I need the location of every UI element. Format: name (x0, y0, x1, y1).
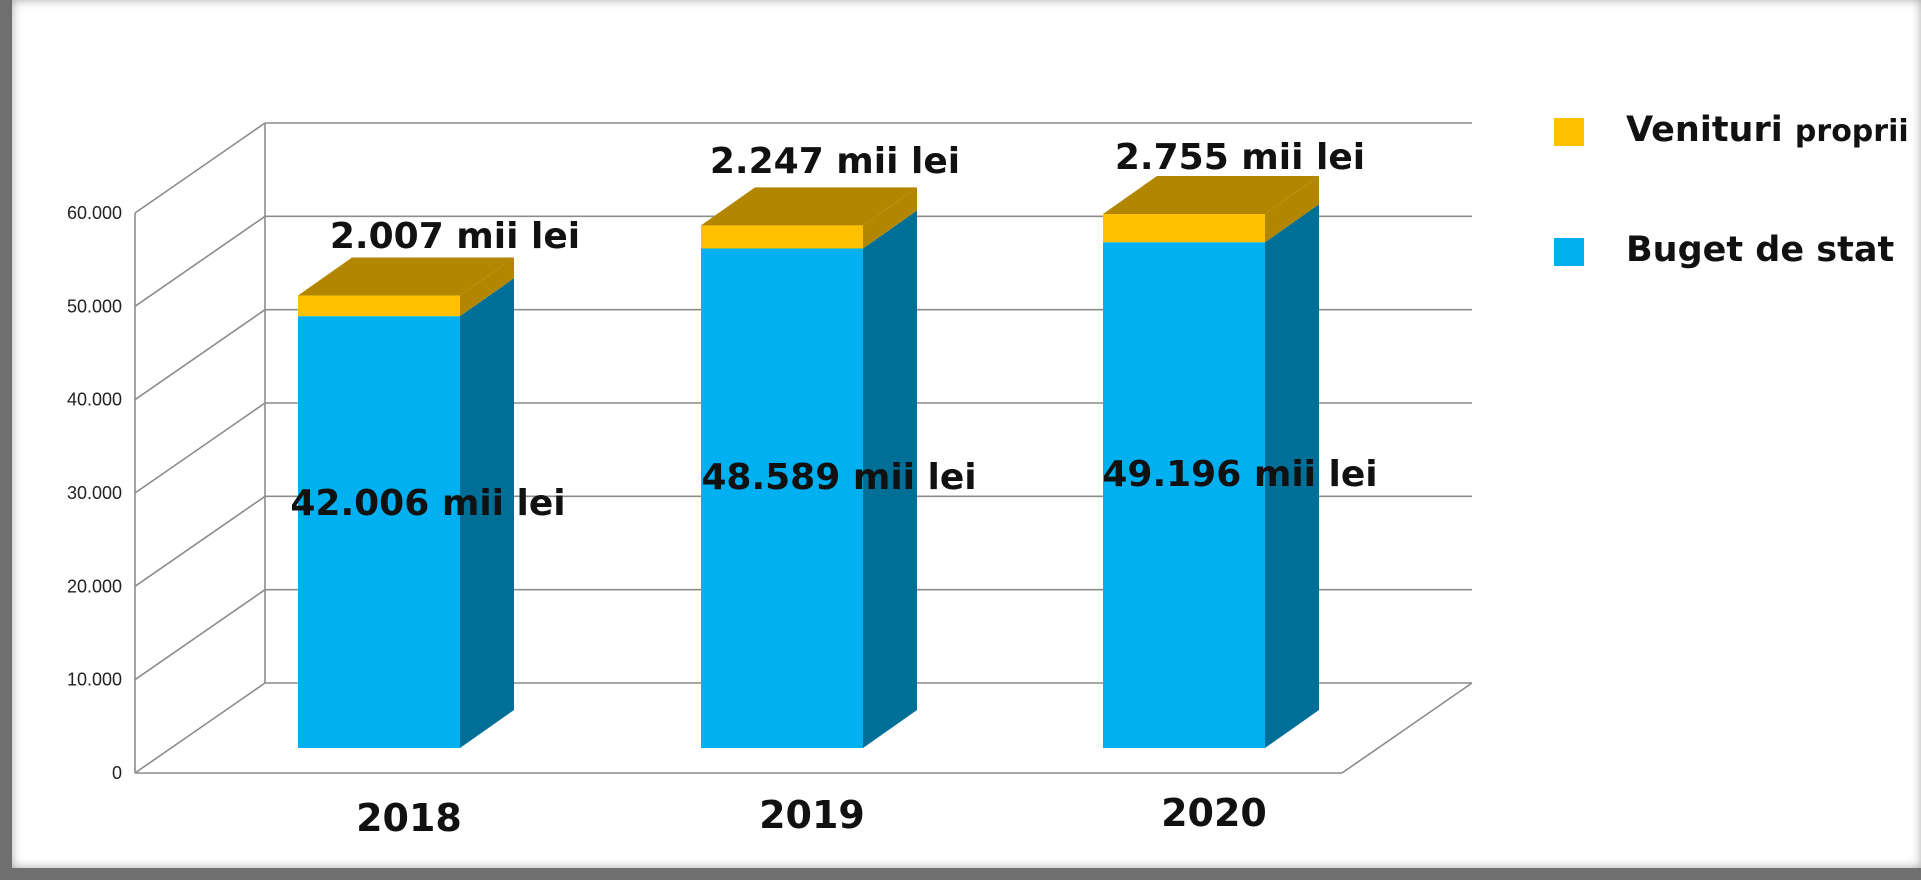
data-label: 48.589 mii lei (701, 457, 976, 498)
floor-edge (1341, 682, 1473, 774)
depth-gridline (134, 122, 266, 214)
depth-gridline (134, 402, 266, 494)
legend-label: Venituri proprii (1626, 110, 1909, 150)
y-tick-label: 10.000 (67, 670, 122, 690)
bar-segment-2018 (298, 316, 460, 748)
bar-chart: 0 10.000 20.000 30.000 40.000 50.000 60.000 42.… (67, 122, 1473, 840)
bar-top-2020 (1103, 175, 1319, 214)
data-label: 2.007 mii lei (330, 216, 580, 257)
bar-side-2018 (460, 257, 514, 317)
bar-top-2019 (701, 187, 917, 226)
y-tick-label: 50.000 (67, 296, 122, 316)
bar-side-2020 (1265, 204, 1319, 748)
bar-side-2020 (1265, 175, 1319, 243)
legend-item: Buget de stat (1554, 230, 1921, 300)
legend-label-main: Venituri (1626, 110, 1783, 150)
depth-gridline (134, 309, 266, 401)
bar-side-2019 (863, 210, 917, 749)
x-tick-label: 2019 (759, 793, 865, 837)
y-tick-label: 0 (112, 763, 122, 783)
data-label: 2.247 mii lei (710, 141, 960, 182)
data-label: 42.006 mii lei (290, 483, 565, 524)
depth-gridline (134, 495, 266, 587)
legend-item: Venituri proprii (1554, 110, 1921, 180)
depth-gridline (134, 589, 266, 681)
depth-gridline (134, 682, 266, 774)
depth-gridline (134, 215, 266, 307)
legend-label: Buget de stat (1626, 230, 1894, 270)
bar-top-2018 (298, 257, 514, 296)
x-tick-label: 2020 (1161, 791, 1267, 835)
y-tick-label: 60.000 (67, 203, 122, 223)
bar-segment-2019 (701, 225, 863, 249)
bar-side-2019 (863, 187, 917, 249)
bar-segment-2020 (1103, 213, 1265, 243)
legend-swatch (1554, 238, 1584, 266)
legend-swatch (1554, 118, 1584, 146)
chart-frame: 0 10.000 20.000 30.000 40.000 50.000 60.000 42.… (12, 0, 1921, 868)
bar-segment-2019 (701, 248, 863, 749)
bar-side-2018 (460, 278, 514, 748)
bar-segment-2020 (1103, 242, 1265, 748)
legend-label-main: Buget de stat (1626, 230, 1895, 270)
x-tick-label: 2018 (356, 796, 462, 840)
bar-segment-2018 (298, 295, 460, 317)
legend: Venituri proprii Buget de stat (1554, 110, 1921, 300)
data-label: 2.755 mii lei (1115, 137, 1365, 178)
data-label: 49.196 mii lei (1102, 454, 1377, 495)
y-tick-label: 30.000 (67, 483, 122, 503)
y-tick-label: 20.000 (67, 576, 122, 596)
y-tick-label: 40.000 (67, 390, 122, 410)
legend-label-suffix: proprii (1794, 114, 1909, 149)
